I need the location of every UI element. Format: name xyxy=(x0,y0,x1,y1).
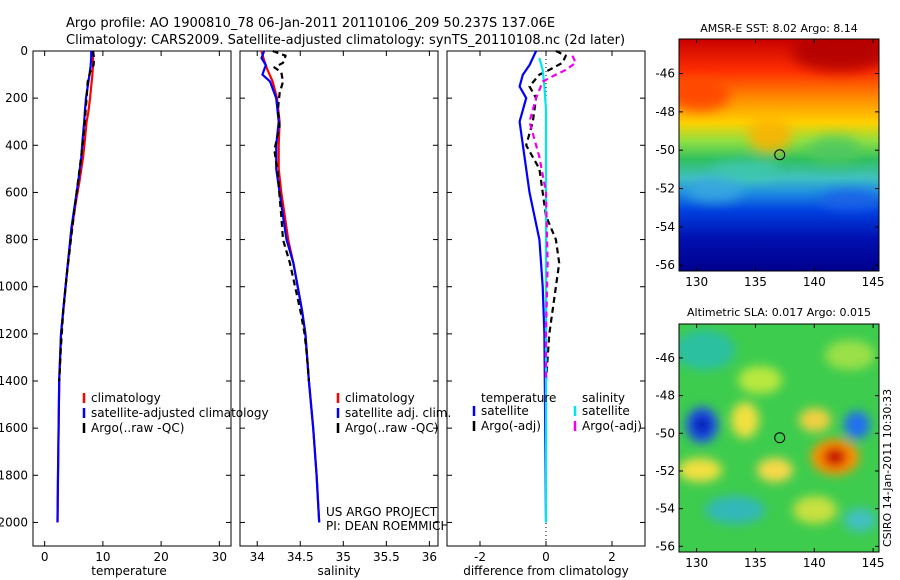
sst-map-ytick-label: -46 xyxy=(655,67,675,81)
difference-profile-marks: -2 0 2 xyxy=(447,50,645,564)
sst-map-xtick-label: 130 xyxy=(685,275,708,289)
sla-map-ytick-label: -50 xyxy=(655,426,675,440)
temperature-legend-item-label: climatology xyxy=(91,391,161,405)
sst-map-xtick-label: 140 xyxy=(803,275,826,289)
sla-map-xtick-label: 135 xyxy=(744,556,767,570)
temperature-legend-item-label: satellite-adjusted climatology xyxy=(91,406,269,420)
sst-map-panel: AMSR-E SST: 8.02 Argo: 8.14 xyxy=(678,22,880,272)
difference-profile-series-salinity-argo-adj- xyxy=(528,55,577,381)
salinity-profile-xtick-label: 34 xyxy=(250,550,265,564)
temperature-profile-xtick-label: 10 xyxy=(95,550,110,564)
salinity-annotation-line2: PI: DEAN ROEMMICH xyxy=(326,519,449,533)
salinity-legend-item-label: satellite adj. clim. xyxy=(345,406,451,420)
salinity-profile-xtick-label: 35 xyxy=(336,550,351,564)
temperature-plot-frame xyxy=(32,50,232,547)
figure-title-line2: Climatology: CARS2009. Satellite-adjuste… xyxy=(66,33,625,48)
sst-map-ytick-label: -48 xyxy=(655,105,675,119)
sla-map-xtick-label: 140 xyxy=(803,556,826,570)
chart-marks: 0 10 20 30020040060080010001200140016001800… xyxy=(0,39,885,570)
difference-legend-header-salinity: salinity xyxy=(582,391,625,405)
salinity-profile-panel: salinity US ARGO PROJECT PI: DEAN ROEMMI… xyxy=(239,50,449,578)
sla-map-ytick-label: -48 xyxy=(655,389,675,403)
salinity-annotation-line1: US ARGO PROJECT xyxy=(326,505,438,519)
difference-legend-item-label: Argo(-adj) xyxy=(582,419,642,433)
temperature-profile-xtick-label: 20 xyxy=(153,550,168,564)
temperature-profile-series-argo-raw-qc- xyxy=(58,50,96,382)
depth-ytick-label: 1400 xyxy=(0,374,28,388)
depth-ytick-label: 1800 xyxy=(0,468,28,482)
sst-field xyxy=(679,39,879,271)
sst-map-ytick-label: -50 xyxy=(655,143,675,157)
salinity-profile-xtick-label: 34.5 xyxy=(287,550,314,564)
difference-legend-item-label: satellite xyxy=(481,404,529,418)
figure-title-line1: Argo profile: AO 1900810_78 06-Jan-2011 … xyxy=(66,16,555,31)
sla-map-ytick-label: -56 xyxy=(655,539,675,553)
depth-ytick-label: 800 xyxy=(5,233,28,247)
sla-map-ytick-label: -52 xyxy=(655,464,675,478)
temperature-profile-xtick-label: 0 xyxy=(41,550,49,564)
depth-ytick-label: 1000 xyxy=(0,280,28,294)
difference-legend-header-temperature: temperature xyxy=(481,391,556,405)
sst-map-axes: 130 135 140 145 -46 -48 -50 -52 -54 -56 xyxy=(655,39,885,289)
sst-map-title: AMSR-E SST: 8.02 Argo: 8.14 xyxy=(700,22,858,35)
temperature-profile-xtick-label: 30 xyxy=(212,550,227,564)
depth-ytick-label: 1600 xyxy=(0,421,28,435)
sst-map-ytick-label: -54 xyxy=(655,220,675,234)
depth-ytick-label: 200 xyxy=(5,91,28,105)
salinity-profile-xtick-label: 35.5 xyxy=(373,550,400,564)
difference-profile-xtick-label: 0 xyxy=(542,550,550,564)
depth-ytick-label: 400 xyxy=(5,138,28,152)
temperature-legend-item-label: Argo(..raw -QC) xyxy=(91,421,184,435)
depth-ytick-label: 0 xyxy=(20,44,28,58)
difference-profile-xtick-label: 2 xyxy=(608,550,616,564)
salinity-legend-item-label: Argo(..raw -QC) xyxy=(345,421,438,435)
salinity-profile-series-argo-raw-qc- xyxy=(272,49,310,382)
sla-map-xtick-label: 145 xyxy=(862,556,885,570)
temperature-profile-marks: 0 10 20 30 0 200 400 600 800 1000 1200 1400 1600 1800… xyxy=(0,44,231,564)
temperature-profile-panel: temperature xyxy=(32,50,232,578)
side-timestamp-label: CSIRO 14-Jan-2011 10:30:33 xyxy=(881,389,894,547)
sst-map-ytick-label: -52 xyxy=(655,182,675,196)
difference-legend-item-label: satellite xyxy=(582,404,630,418)
sla-map-axes: 130 135 140 145 -46 -48 -50 -52 -54 -56 xyxy=(655,324,885,570)
salinity-xlabel: salinity xyxy=(317,564,360,578)
sla-map-ytick-label: -46 xyxy=(655,351,675,365)
depth-ytick-label: 1200 xyxy=(0,327,28,341)
sla-map-argo-location-marker xyxy=(774,432,786,444)
difference-profile-xtick-label: -2 xyxy=(474,550,486,564)
sla-map-title: Altimetric SLA: 0.017 Argo: 0.015 xyxy=(687,306,871,319)
sst-map-argo-location-marker xyxy=(774,149,786,161)
temperature-xlabel: temperature xyxy=(91,564,166,578)
sla-map-xtick-label: 130 xyxy=(685,556,708,570)
difference-xlabel: difference from climatology xyxy=(463,564,629,578)
depth-ytick-label: 600 xyxy=(5,185,28,199)
salinity-profile-xtick-label: 36 xyxy=(422,550,437,564)
salinity-plot-frame xyxy=(239,50,439,547)
difference-legend: temperature salinitysatelliteArgo(-adj)sa… xyxy=(472,391,642,433)
salinity-profile-marks: 34 34.5 35 35.5 36 xyxy=(240,49,438,564)
sst-map-frame xyxy=(678,38,880,272)
sla-map-panel: Altimetric SLA: 0.017 Argo: 0.015 xyxy=(678,306,880,553)
sla-map-frame xyxy=(678,323,880,553)
sst-map-xtick-label: 145 xyxy=(862,275,885,289)
difference-legend-item-label: Argo(-adj) xyxy=(481,419,541,433)
sla-field xyxy=(679,324,879,552)
depth-ytick-label: 2000 xyxy=(0,515,28,529)
difference-profile-series-salinity-satellite xyxy=(538,57,548,523)
sst-map-xtick-label: 135 xyxy=(744,275,767,289)
sst-map-ytick-label: -56 xyxy=(655,258,675,272)
difference-profile-series-temperature-satellite xyxy=(518,50,548,523)
sla-map-ytick-label: -54 xyxy=(655,502,675,516)
salinity-legend-item-label: climatology xyxy=(345,391,415,405)
